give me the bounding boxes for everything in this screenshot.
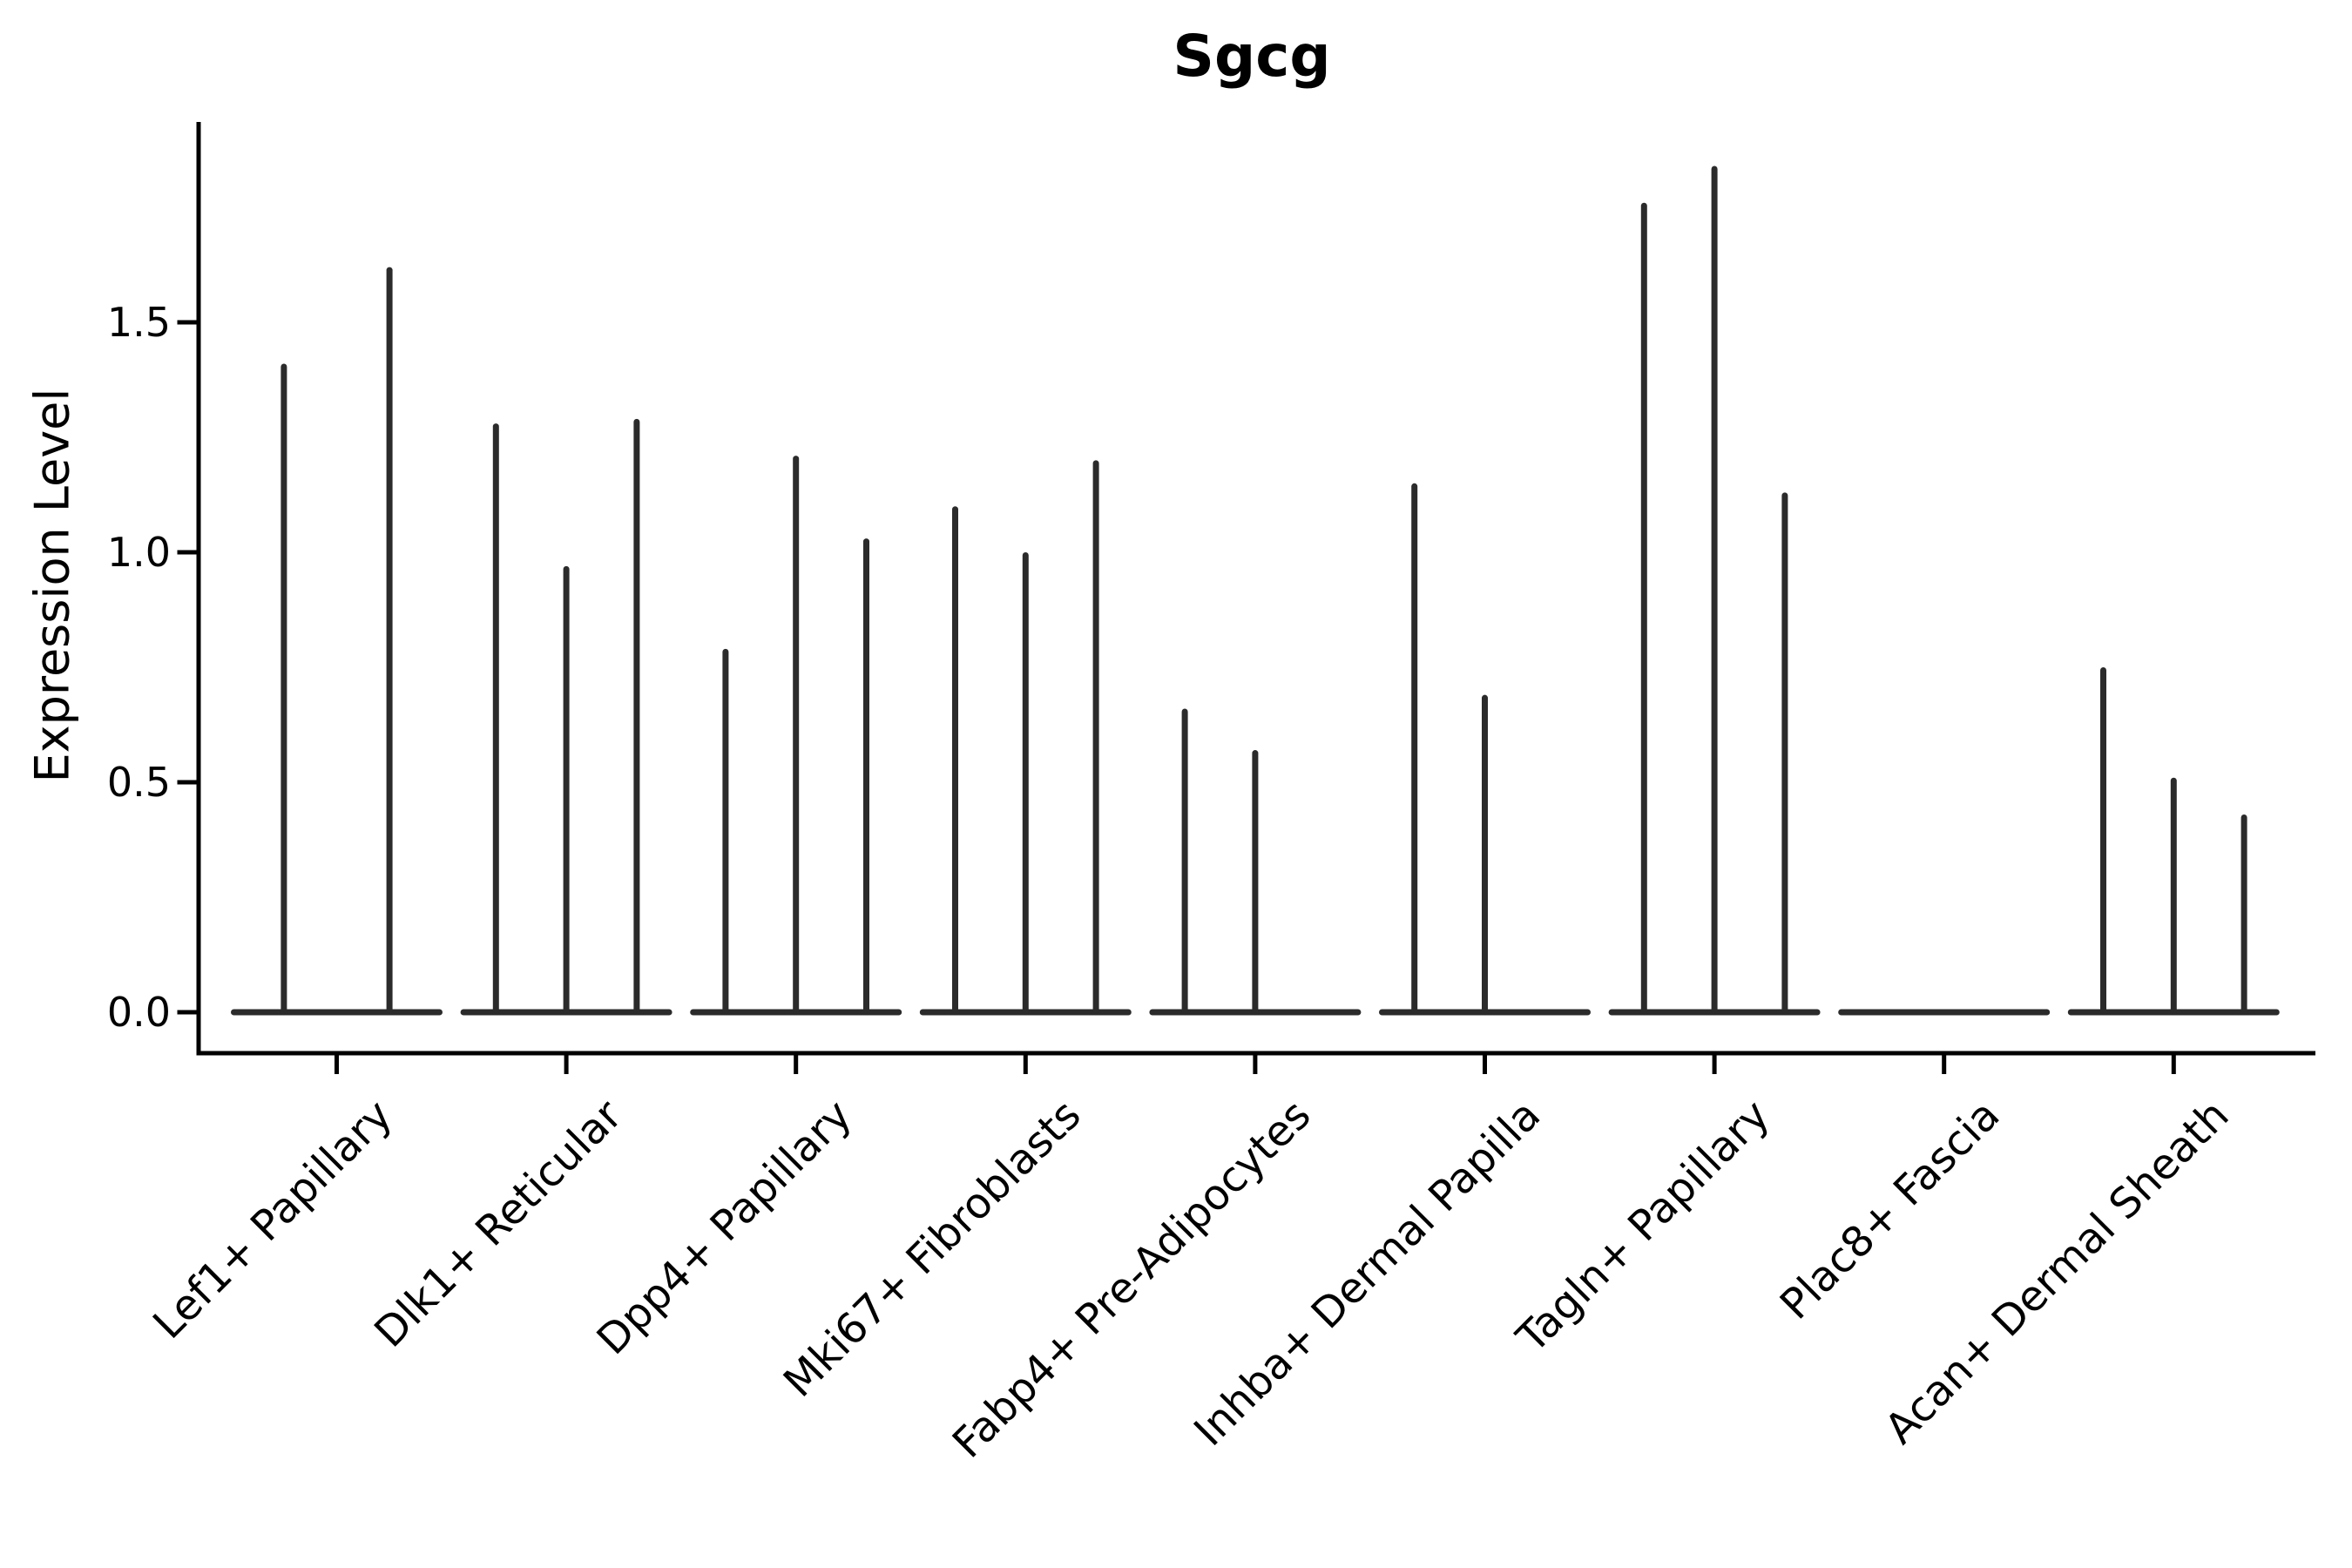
y-axis-spine [196,122,201,1056]
violin-spike [1252,750,1259,1016]
violin-spike [1181,708,1188,1016]
y-tick-mark [177,780,197,785]
y-tick-label: 0.0 [106,989,171,1036]
violin-spike [280,363,287,1016]
violin-spike [1092,460,1099,1016]
x-tick-mark [1253,1053,1258,1074]
x-tick-mark [564,1053,569,1074]
violin-base [1838,1009,2051,1016]
violin-spike [722,648,729,1016]
chart-title: Sgcg [1173,23,1331,90]
violin-spike [1640,202,1647,1016]
x-tick-mark [2171,1053,2176,1074]
violin-spike [863,538,869,1016]
x-tick-mark [1023,1053,1028,1074]
x-tick-mark [1712,1053,1717,1074]
y-tick-mark [177,550,197,555]
violin-spike [1411,483,1418,1016]
violin-spike [1711,166,1718,1016]
violin-spike [492,423,499,1016]
violin-spike [563,565,570,1016]
violin-spike [1781,492,1788,1016]
x-tick-mark [1942,1053,1947,1074]
y-tick-mark [177,320,197,325]
violin-spike [2240,814,2247,1016]
violin-spike [1022,552,1029,1016]
violin-base [231,1009,443,1016]
violin-spike [2100,667,2106,1016]
y-tick-label: 1.5 [106,299,171,346]
y-tick-mark [177,1010,197,1015]
x-tick-mark [335,1053,339,1074]
y-tick-label: 0.5 [106,759,171,806]
x-tick-mark [794,1053,799,1074]
violin-spike [793,456,800,1016]
violin-spike [633,418,640,1016]
x-tick-mark [1483,1053,1487,1074]
violin-spike [1482,694,1488,1016]
violin-spike [386,267,393,1016]
violin-spike [952,506,958,1016]
y-tick-label: 1.0 [106,529,171,576]
violin-spike [2170,777,2177,1016]
